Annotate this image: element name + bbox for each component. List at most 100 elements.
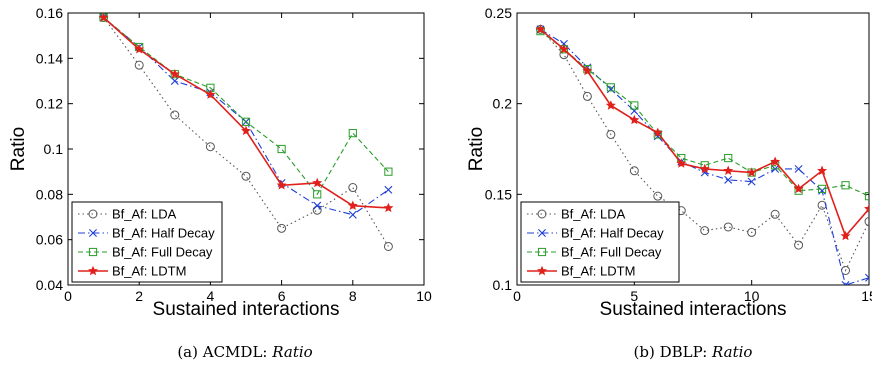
data-point [383, 241, 393, 251]
legend-label: Bf_Af: Half Decay [561, 226, 664, 241]
data-point [134, 60, 144, 70]
x-tick-label: 4 [207, 288, 215, 304]
caption-prefix: (a) ACMDL: [177, 343, 272, 361]
x-tick-label: 10 [744, 288, 760, 304]
data-point [699, 163, 710, 174]
y-tick-label: 0.1 [44, 141, 64, 157]
legend-swatch-marker [89, 229, 97, 237]
data-point [841, 281, 850, 285]
data-point [817, 165, 828, 175]
x-tick-label: 10 [416, 288, 432, 304]
legend: Bf_Af: LDA Bf_Af: Half Decay Bf_Af: Full D… [520, 201, 680, 283]
legend-swatch-marker [88, 209, 98, 219]
caption-prefix: (b) DBLP: [634, 343, 712, 361]
data-point [241, 117, 251, 126]
data-point [205, 142, 215, 152]
series-line [103, 17, 389, 196]
data-point [535, 24, 546, 34]
y-tick-label: 0.1 [493, 277, 513, 293]
data-point [169, 68, 180, 79]
legend-label: Bf_Af: LDA [561, 207, 626, 222]
data-point [653, 132, 662, 141]
x-tick-label: 15 [861, 288, 872, 304]
series-line [540, 28, 869, 272]
data-point [700, 168, 709, 177]
x-axis-label: Sustained interactions [600, 299, 787, 320]
data-point [605, 100, 616, 110]
data-point [312, 177, 323, 188]
figure-caption: (b) DBLP: Ratio [634, 343, 753, 361]
data-point [348, 210, 357, 219]
data-point [840, 230, 851, 241]
data-point [277, 144, 286, 154]
legend-swatch-marker [537, 209, 547, 219]
data-point [98, 13, 109, 22]
legend-label: Bf_Af: LDTM [112, 264, 186, 279]
data-point [384, 185, 393, 194]
data-point [630, 101, 639, 110]
data-point [793, 183, 804, 194]
y-tick-label: 0.15 [485, 186, 512, 202]
data-point [676, 158, 687, 168]
data-point [652, 127, 663, 137]
legend-label: Bf_Af: Full Decay [561, 245, 662, 260]
plot-area [535, 24, 869, 285]
data-point [582, 91, 592, 101]
x-tick-label: 5 [630, 288, 638, 304]
data-point [276, 180, 287, 190]
data-point [347, 200, 358, 210]
data-point [723, 165, 734, 175]
data-point [313, 190, 322, 199]
data-point [348, 129, 357, 138]
data-point [170, 77, 179, 85]
data-point [864, 217, 869, 227]
data-point [383, 202, 394, 213]
x-tick-label: 6 [278, 288, 286, 304]
legend-swatch-marker [538, 229, 546, 237]
data-point [770, 209, 780, 219]
legend-swatch-marker [88, 247, 98, 257]
caption-metric: Ratio [711, 343, 752, 361]
legend-swatch-marker [88, 265, 98, 276]
data-point [864, 203, 869, 214]
series-bf-af-lda [535, 24, 869, 275]
data-point [629, 114, 640, 125]
data-point [241, 171, 251, 181]
data-point [558, 44, 569, 54]
x-tick-label: 0 [64, 288, 72, 304]
data-point [724, 175, 733, 184]
legend-label: Bf_Af: LDTM [561, 264, 635, 279]
legend-label: Bf_Af: Full Decay [112, 245, 213, 260]
data-point [606, 85, 615, 94]
legend-label: Bf_Af: LDA [112, 207, 177, 222]
data-point [746, 167, 757, 177]
data-point [653, 191, 663, 201]
legend-label: Bf_Af: Half Decay [112, 226, 215, 241]
data-point [865, 273, 869, 282]
data-point [606, 129, 616, 139]
data-point [241, 125, 251, 136]
legend-swatch-marker [537, 247, 547, 257]
data-point [348, 183, 358, 193]
data-point [384, 167, 393, 176]
data-point [313, 201, 322, 210]
figure-caption: (a) ACMDL: Ratio [177, 343, 312, 361]
series-bf-af-ldtm [98, 13, 394, 213]
y-tick-label: 0.04 [36, 277, 63, 293]
y-axis-label: Ratio [466, 127, 487, 171]
x-tick-label: 0 [513, 288, 521, 304]
legend: Bf_Af: LDA Bf_Af: Half Decay Bf_Af: Full D… [71, 201, 223, 283]
legend-box [520, 201, 680, 283]
plot-area [98, 13, 394, 251]
legend-swatch-marker [537, 265, 547, 276]
x-axis-label: Sustained interactions [153, 299, 340, 320]
data-point [794, 240, 804, 250]
data-point [747, 177, 756, 186]
x-tick-label: 8 [349, 288, 357, 304]
y-tick-label: 0.16 [36, 5, 63, 21]
data-point [864, 192, 869, 201]
series-bf-af-full-decay [99, 13, 393, 199]
y-tick-label: 0.2 [493, 96, 513, 112]
data-point [277, 223, 287, 233]
